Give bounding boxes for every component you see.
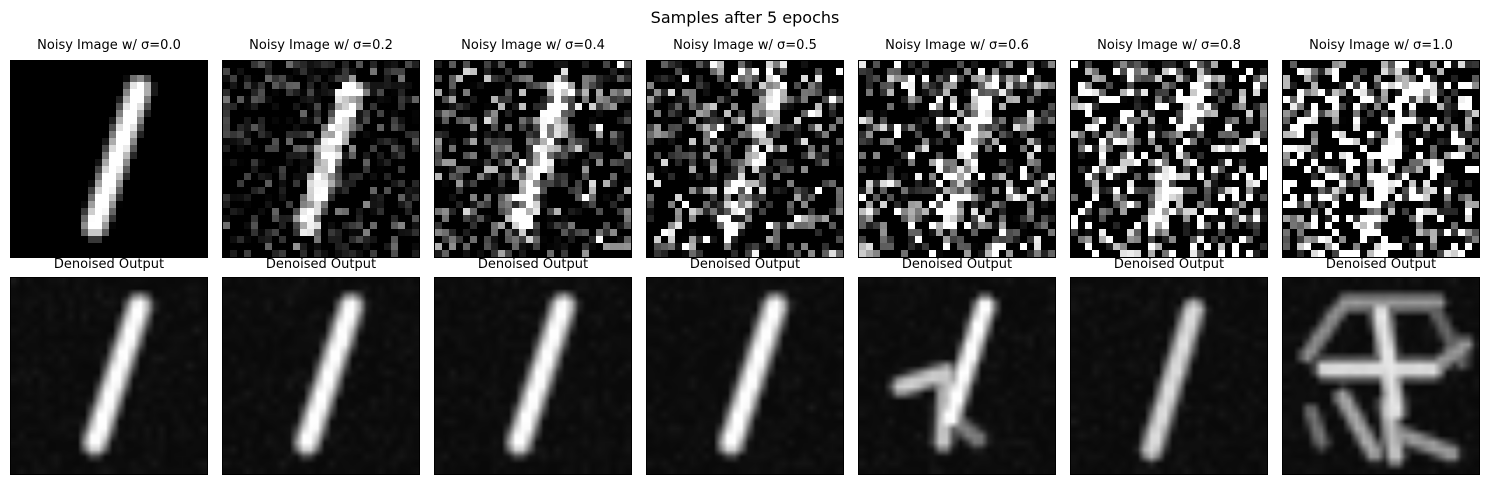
denoised-image [646,277,844,475]
denoised-image [1282,277,1480,475]
denoised-panel-title: Denoised Output [265,257,377,272]
denoised-image-canvas [435,278,631,474]
noisy-panel-title: Noisy Image w/ σ=0.0 [37,38,181,53]
noisy-panel-title: Noisy Image w/ σ=0.2 [249,38,393,53]
noisy-image-canvas [647,61,843,257]
denoised-image [1070,277,1268,475]
denoised-panel-title: Denoised Output [477,257,589,272]
figure-title: Samples after 5 epochs [650,8,840,27]
denoised-image [222,277,420,475]
denoised-image-canvas [859,278,1055,474]
denoised-image-canvas [223,278,419,474]
noisy-image [1282,60,1480,258]
noisy-panel-title: Noisy Image w/ σ=1.0 [1309,38,1453,53]
noisy-image-canvas [223,61,419,257]
noisy-panel-title: Noisy Image w/ σ=0.4 [461,38,605,53]
noisy-image-canvas [11,61,207,257]
denoised-image [858,277,1056,475]
noisy-image-canvas [1283,61,1479,257]
denoised-image-canvas [1071,278,1267,474]
noisy-image [646,60,844,258]
noisy-panel-title: Noisy Image w/ σ=0.5 [673,38,817,53]
noisy-image [222,60,420,258]
denoised-panel-title: Denoised Output [1113,257,1225,272]
denoised-panel-title: Denoised Output [1325,257,1437,272]
noisy-image-canvas [1071,61,1267,257]
denoised-panel-title: Denoised Output [901,257,1013,272]
denoised-image-canvas [1283,278,1479,474]
denoised-panel-title: Denoised Output [689,257,801,272]
noisy-panel-title: Noisy Image w/ σ=0.8 [1097,38,1241,53]
noisy-image [434,60,632,258]
denoised-image-canvas [11,278,207,474]
denoised-image-canvas [647,278,843,474]
denoised-image [434,277,632,475]
noisy-panel-title: Noisy Image w/ σ=0.6 [885,38,1029,53]
noisy-image-canvas [859,61,1055,257]
denoised-image [10,277,208,475]
noisy-image-canvas [435,61,631,257]
noisy-image [10,60,208,258]
denoised-panel-title: Denoised Output [53,257,165,272]
noisy-image [858,60,1056,258]
noisy-image [1070,60,1268,258]
